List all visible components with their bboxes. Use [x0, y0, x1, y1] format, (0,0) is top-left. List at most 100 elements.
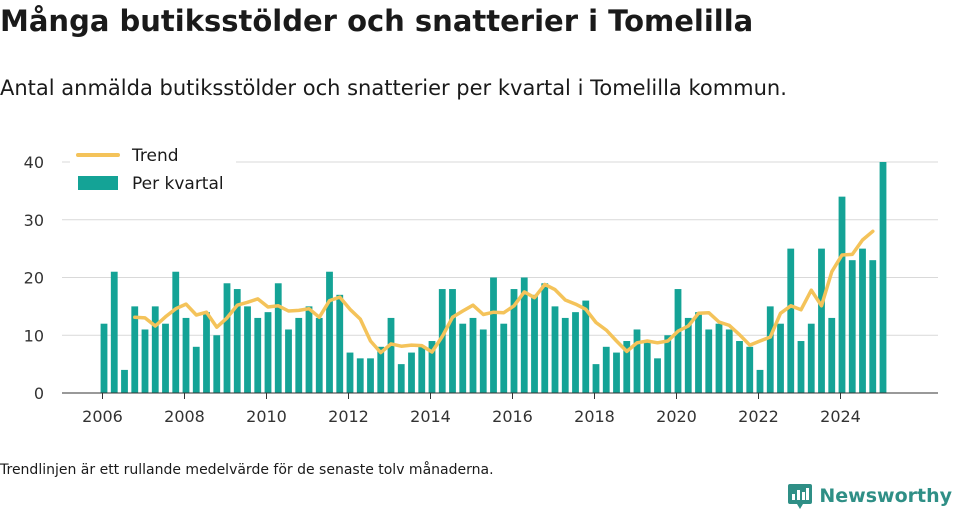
legend-bar-label: Per kvartal [132, 174, 224, 194]
bar [285, 329, 292, 393]
bar [408, 352, 415, 393]
bar [203, 312, 210, 393]
bar [736, 341, 743, 393]
y-tick-label: 30 [24, 211, 44, 230]
bar [315, 317, 323, 393]
bar [223, 283, 231, 393]
bar [192, 346, 200, 393]
bar [777, 323, 784, 393]
bar [110, 271, 118, 393]
bar [121, 369, 128, 393]
y-tick-label: 0 [34, 384, 44, 403]
bar [633, 329, 641, 393]
bar [654, 358, 661, 393]
bar [449, 289, 456, 393]
x-tick-label: 2024 [820, 407, 861, 426]
bar [131, 306, 139, 393]
bar [695, 312, 702, 393]
bar [418, 346, 426, 393]
bar [797, 341, 805, 393]
y-tick-label: 40 [24, 153, 44, 172]
bar [244, 306, 251, 393]
newsworthy-logo-icon [788, 484, 813, 509]
bar [264, 312, 272, 393]
bar [356, 358, 364, 393]
x-tick-label: 2022 [738, 407, 779, 426]
bar [151, 306, 159, 393]
bar [377, 346, 385, 393]
bar [602, 346, 610, 393]
bar [141, 329, 149, 393]
y-axis-ticks: 0 10 20 30 40 [24, 153, 44, 403]
bar [438, 289, 446, 393]
bar [725, 329, 733, 393]
bars [100, 162, 887, 393]
bar [705, 329, 713, 393]
chart-subtitle: Antal anmälda butiksstölder och snatteri… [0, 76, 787, 100]
bar [572, 312, 579, 393]
bar [479, 329, 487, 393]
bar [859, 248, 866, 393]
bar [274, 283, 282, 393]
bar [828, 317, 836, 393]
bar [613, 352, 620, 393]
bar [387, 317, 395, 393]
brand-logo: Newsworthy [787, 482, 952, 510]
bar [428, 341, 436, 393]
bar [295, 317, 303, 393]
x-tick-label: 2016 [492, 407, 533, 426]
bar [715, 323, 723, 393]
footnote: Trendlinjen är ett rullande medelvärde f… [0, 462, 494, 478]
bar [848, 260, 856, 393]
y-tick-label: 10 [24, 326, 44, 345]
legend-trend-label: Trend [131, 146, 179, 166]
bar [623, 341, 631, 393]
x-tick-label: 2014 [410, 407, 451, 426]
trend-line [133, 229, 875, 355]
x-tick-label: 2006 [82, 407, 123, 426]
bar [162, 323, 169, 393]
bar [100, 323, 108, 393]
y-tick-label: 20 [24, 269, 44, 288]
bar [766, 306, 774, 393]
brand-name: Newsworthy [819, 485, 952, 507]
bar [643, 341, 651, 393]
bar [254, 317, 262, 393]
legend: Trend Per kvartal [70, 146, 236, 206]
legend-bar-swatch [78, 176, 118, 190]
bar [213, 335, 221, 393]
chart-title: Många butiksstölder och snatterier i Tom… [0, 4, 754, 38]
bar [510, 289, 518, 393]
bar [818, 248, 825, 393]
bar [684, 317, 692, 393]
trend-line-group [133, 229, 875, 355]
x-tick-label: 2012 [328, 407, 369, 426]
bar [233, 289, 241, 393]
bar [879, 162, 887, 393]
x-axis: 2006 2008 2010 2012 2014 2016 2018 2020 2022 2024 [62, 392, 938, 426]
bar [490, 277, 497, 393]
bar [664, 335, 672, 393]
x-tick-label: 2010 [246, 407, 287, 426]
bar [787, 248, 795, 393]
bar [561, 317, 569, 393]
bar [756, 369, 764, 393]
bar [459, 323, 467, 393]
bar [869, 260, 877, 393]
bar [838, 196, 846, 393]
bar [326, 271, 333, 393]
bar [520, 277, 528, 393]
bar [336, 294, 344, 393]
bar [182, 317, 190, 393]
bar [807, 323, 815, 393]
bar [397, 364, 405, 393]
bar [592, 364, 600, 393]
bar [500, 323, 508, 393]
bar [746, 346, 754, 393]
bar [551, 306, 559, 393]
bar [172, 271, 180, 393]
x-tick-label: 2008 [164, 407, 205, 426]
bar [541, 283, 549, 393]
bar [674, 289, 682, 393]
